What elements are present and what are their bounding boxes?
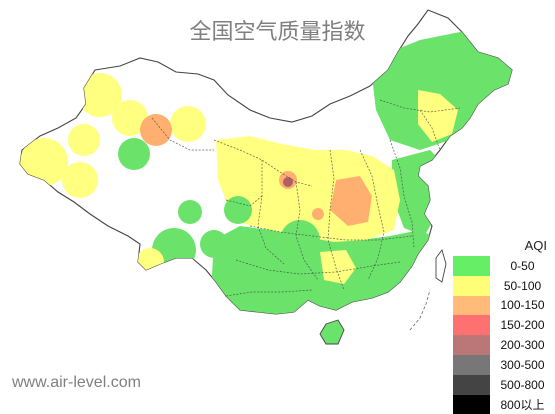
- aqi-legend: AQI 0-50 50-100 100-150 150-200 200-300 300-5…: [453, 236, 555, 414]
- aqi-blob-tarim-2: [68, 124, 100, 156]
- aqi-blob-north-xinjiang-3: [170, 106, 206, 142]
- aqi-region-hunan: [320, 250, 356, 284]
- legend-item: 500-800: [453, 374, 555, 395]
- hainan-island: [319, 319, 345, 345]
- aqi-region-northeast: [370, 30, 512, 150]
- aqi-blob-ningxia-red: [283, 177, 293, 187]
- legend-item: 150-200: [453, 315, 555, 336]
- legend-label: 300-500: [500, 357, 545, 372]
- legend-swatch: [453, 354, 490, 375]
- legend-label: 800以上: [500, 397, 545, 412]
- aqi-blob-qinghai-1: [178, 200, 202, 224]
- aqi-blob-urumqi: [140, 114, 172, 146]
- legend-swatch: [453, 275, 490, 296]
- legend-label: 150-200: [500, 318, 545, 333]
- aqi-blob-west-xinjiang: [20, 138, 68, 186]
- map-title: 全国空气质量指数: [189, 20, 366, 45]
- aqi-region-south: [210, 226, 440, 314]
- aqi-overlay: [20, 30, 512, 314]
- legend-swatch: [453, 315, 490, 336]
- legend-item: 0-50: [453, 256, 555, 276]
- legend-label: 0-50: [510, 258, 535, 273]
- province-borders: [151, 99, 461, 297]
- legend-swatch: [453, 394, 490, 414]
- aqi-blob-tibet: [152, 228, 196, 272]
- legend-swatch: [453, 295, 490, 316]
- aqi-blob-north-xinjiang-1: [78, 73, 122, 117]
- legend-item: 50-100: [453, 275, 555, 296]
- legend-title: AQI: [524, 238, 547, 253]
- source-watermark: www.air-level.com: [12, 374, 141, 391]
- aqi-blob-central-orange: [330, 176, 372, 226]
- legend-item: 100-150: [453, 295, 555, 316]
- aqi-blob-qinghai-2: [224, 196, 252, 224]
- south-sea-line: [409, 289, 431, 331]
- legend-swatch: [453, 335, 490, 355]
- legend-item: 300-500: [453, 354, 555, 375]
- aqi-region-liaoning: [418, 90, 458, 142]
- aqi-blob-tarim: [62, 162, 98, 198]
- legend-swatch: [453, 256, 490, 276]
- china-aqi-map: [19, 9, 513, 345]
- legend-item: 800以上: [453, 394, 555, 414]
- aqi-blob-shaanxi-orange: [312, 208, 324, 220]
- taiwan-island: [435, 249, 447, 283]
- legend-label: 50-100: [503, 278, 542, 293]
- legend-item: 200-300: [453, 335, 555, 355]
- aqi-blob-north-xinjiang-2: [112, 100, 148, 136]
- legend-label: 200-300: [500, 338, 545, 353]
- legend-label: 500-800: [500, 377, 545, 392]
- aqi-blob-chamdo: [200, 230, 228, 258]
- legend-label: 100-150: [500, 298, 545, 313]
- aqi-blob-lhasa: [136, 248, 164, 276]
- aqi-blob-sichuan: [280, 220, 320, 260]
- aqi-blob-turpan: [118, 138, 150, 170]
- legend-swatch: [453, 374, 490, 395]
